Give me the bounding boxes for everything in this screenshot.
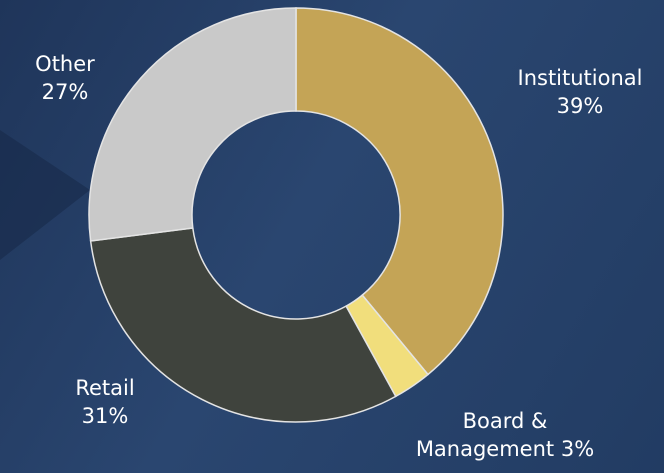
donut-slice (89, 227, 397, 423)
donut-slice (88, 7, 297, 242)
label-retail: Retail 31% (50, 374, 160, 430)
category-label: Board & Management (415, 409, 555, 461)
value-label: 27% (41, 80, 89, 104)
label-other: Other 27% (15, 50, 115, 106)
value-label: 31% (81, 404, 129, 428)
donut-slice (295, 7, 504, 376)
value-label: 39% (556, 94, 604, 118)
label-board: Board & Management 3% (415, 407, 595, 463)
category-label: Institutional (517, 66, 643, 90)
value-label: 3% (560, 437, 595, 461)
background-shape (0, 130, 90, 260)
category-label: Other (35, 52, 95, 76)
label-institutional: Institutional 39% (500, 64, 660, 120)
category-label: Retail (75, 376, 135, 400)
